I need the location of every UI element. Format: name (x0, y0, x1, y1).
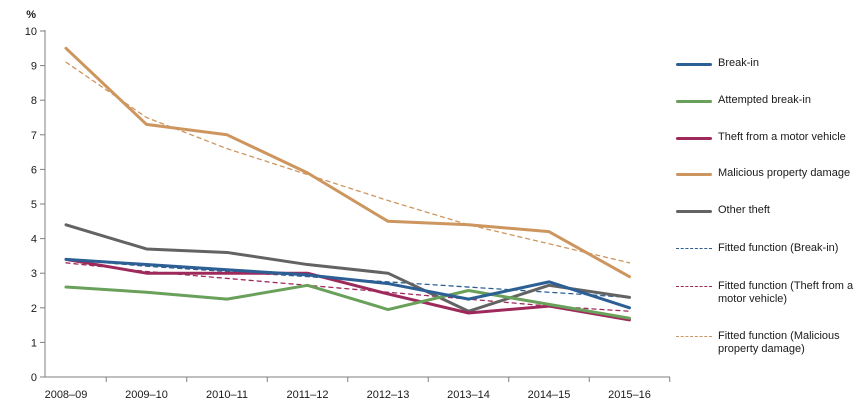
dashed-line-swatch-icon (676, 286, 712, 287)
series-line-break-in (64, 257, 631, 310)
y-tick-label: 9 (31, 61, 37, 73)
series-line-other-theft (64, 223, 631, 313)
y-tick-label: 8 (31, 95, 37, 107)
legend-item: Other theft (676, 204, 866, 217)
x-tick-label: 2014–15 (528, 389, 571, 401)
dashed-line-swatch-icon (676, 248, 712, 249)
x-tick-label: 2009–10 (125, 389, 168, 401)
legend-label: Other theft (718, 204, 770, 216)
x-tick-label: 2015–16 (608, 389, 651, 401)
legend-item: Attempted break-in (676, 94, 866, 107)
series-line-attempted-break-in (64, 283, 631, 320)
legend-item: Break-in (676, 57, 866, 70)
y-tick-label: 7 (31, 130, 37, 142)
y-tick-label: 6 (31, 164, 37, 176)
solid-line-swatch-icon (676, 137, 712, 140)
legend-label: Fitted function (Theft from a motor vehi… (718, 280, 854, 305)
y-tick-label: 3 (31, 268, 37, 280)
legend-label: Attempted break-in (718, 94, 811, 106)
chart-legend: Break-in Attempted break-in Theft from a m… (676, 0, 866, 414)
legend-label: Break-in (718, 57, 759, 69)
y-tick-label: 2 (31, 303, 37, 315)
y-tick-label: 5 (31, 199, 37, 211)
x-tick-label: 2012–13 (367, 389, 410, 401)
x-tick-label: 2010–11 (206, 389, 248, 401)
x-tick-label: 2008–09 (45, 389, 88, 401)
series-line-theft-from-a-motor-vehicle (64, 257, 631, 322)
solid-line-swatch-icon (676, 173, 712, 176)
solid-line-swatch-icon (676, 63, 712, 66)
y-tick-label: 0 (31, 372, 37, 384)
x-tick-label: 2011–12 (286, 389, 328, 401)
solid-line-swatch-icon (676, 100, 712, 103)
y-axis-unit-label: % (26, 9, 36, 21)
y-tick-label: 1 (31, 337, 37, 349)
legend-item: Fitted function (Break-in) (676, 242, 866, 255)
legend-item: Fitted function (Theft from a motor vehi… (676, 280, 866, 306)
legend-label: Fitted function (Break-in) (718, 242, 839, 254)
series-line-fitted-function-malicious-property-damage (65, 61, 631, 264)
y-tick-label: 10 (25, 26, 37, 38)
legend-item: Theft from a motor vehicle (676, 131, 866, 144)
series-line-fitted-function-theft-from-a-motor-vehicle (65, 262, 631, 312)
legend-label: Fitted function (Malicious property dama… (718, 330, 840, 355)
legend-item: Fitted function (Malicious property dama… (676, 330, 866, 356)
x-tick-label: 2013–14 (447, 389, 490, 401)
legend-label: Theft from a motor vehicle (718, 131, 846, 143)
y-tick-label: 4 (31, 234, 37, 246)
legend-label: Malicious property damage (718, 167, 851, 179)
solid-line-swatch-icon (676, 210, 712, 213)
legend-item: Malicious property damage (676, 167, 866, 180)
series-line-malicious-property-damage (64, 46, 631, 279)
dashed-line-swatch-icon (676, 336, 712, 337)
